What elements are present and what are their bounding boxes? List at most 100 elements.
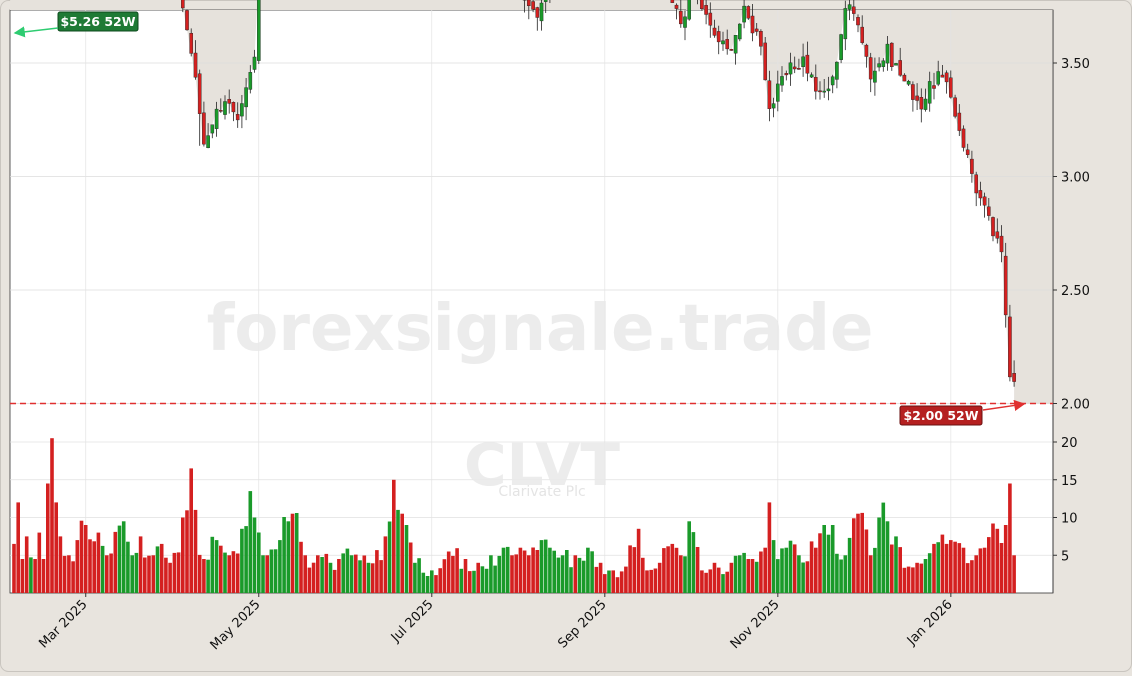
volume-bar [481, 566, 485, 593]
volume-bar [856, 514, 860, 593]
candle-body [941, 75, 944, 77]
candle-body [190, 33, 193, 53]
volume-bar [645, 570, 649, 593]
volume-bar [274, 549, 278, 593]
candle-body [920, 97, 923, 109]
volume-bar [240, 529, 244, 593]
volume-bar [223, 553, 227, 593]
volume-bar [282, 517, 286, 593]
candle-body [869, 58, 872, 80]
candle-body [527, 0, 530, 6]
volume-bar [654, 569, 658, 594]
candle-body [683, 17, 686, 28]
candle-body [700, 0, 703, 9]
volume-bar [337, 559, 341, 593]
volume-bar [118, 526, 122, 593]
candle-body [937, 72, 940, 85]
volume-bar [287, 521, 291, 593]
volume-bar [932, 544, 936, 593]
volume-bar [92, 541, 96, 593]
price-tick-label: 2.00 [1061, 398, 1090, 413]
volume-bar [586, 548, 590, 593]
volume-bar [607, 571, 611, 594]
volume-bar [434, 575, 438, 593]
volume-bar [662, 548, 666, 593]
volume-bar [700, 570, 704, 593]
volume-bar [363, 556, 367, 594]
volume-bar [63, 556, 67, 593]
volume-bar [658, 563, 662, 593]
volume-bar [257, 533, 261, 594]
volume-bar [941, 535, 945, 593]
volume-bar [730, 563, 734, 593]
volume-bar [920, 564, 924, 593]
volume-bar [114, 532, 118, 593]
volume-bar [928, 553, 932, 593]
volume-bar [616, 577, 620, 593]
volume-bar [894, 536, 898, 593]
volume-bar [569, 567, 573, 593]
candle-body [958, 113, 961, 131]
candle-body [764, 43, 767, 80]
volume-bar [721, 574, 725, 593]
volume-bar [831, 525, 835, 593]
candle-body [962, 129, 965, 148]
candle-body [991, 217, 994, 236]
volume-bar [333, 570, 337, 593]
volume-bar [827, 535, 831, 593]
volume-bar [375, 550, 379, 593]
volume-bar [911, 567, 915, 593]
volume-bar [873, 548, 877, 593]
volume-bar [173, 553, 177, 593]
candle-body [945, 73, 948, 82]
volume-bar [249, 491, 253, 593]
volume-bar [498, 556, 502, 593]
candle-body [785, 73, 788, 75]
candle-body [198, 74, 201, 114]
volume-bar [485, 569, 489, 593]
volume-bar [160, 544, 164, 593]
volume-bar [679, 555, 683, 593]
volume-bar [460, 569, 464, 593]
candle-body [814, 77, 817, 91]
candle-body [852, 7, 855, 14]
company-watermark: Clarivate Plc [498, 484, 585, 500]
volume-bar [519, 548, 523, 593]
volume-bar [641, 558, 645, 593]
volume-bar [1008, 484, 1012, 594]
volume-bar [295, 513, 299, 593]
volume-bar [139, 536, 143, 593]
volume-bar [536, 550, 540, 593]
volume-bar [84, 525, 88, 593]
volume-bar [548, 548, 552, 593]
volume-bar [848, 538, 852, 593]
volume-bar [675, 548, 679, 593]
candle-body [232, 102, 235, 112]
candle-body [738, 24, 741, 39]
volume-bar [877, 518, 881, 594]
volume-bar [502, 548, 506, 593]
volume-bar [303, 555, 307, 593]
volume-bar [962, 548, 966, 593]
candle-body [987, 207, 990, 216]
volume-bar [540, 540, 544, 593]
volume-bar [974, 555, 978, 593]
candle-body [903, 75, 906, 81]
volume-bar [582, 561, 586, 593]
volume-bar [882, 503, 886, 593]
candle-body [810, 75, 813, 77]
volume-bar [628, 545, 632, 593]
volume-bar [924, 559, 928, 593]
volume-bar [472, 571, 476, 593]
candle-body [793, 67, 796, 69]
volume-bar [346, 549, 350, 593]
volume-bar [126, 542, 130, 593]
volume-bar [109, 554, 113, 594]
volume-bar [1000, 543, 1004, 593]
volume-tick-label: 10 [1061, 512, 1078, 527]
volume-bar [396, 510, 400, 593]
candle-body [911, 85, 914, 100]
volume-bar [852, 518, 856, 593]
volume-bar [776, 559, 780, 593]
